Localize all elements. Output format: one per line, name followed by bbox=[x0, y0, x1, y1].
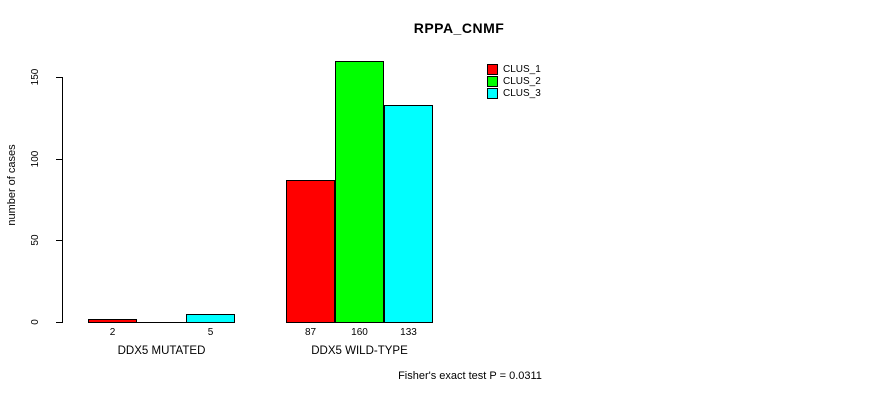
bar-clus_1 bbox=[88, 319, 137, 323]
y-tick-mark bbox=[56, 159, 63, 160]
legend-item: CLUS_2 bbox=[487, 75, 541, 87]
legend: CLUS_1 CLUS_2 CLUS_3 bbox=[487, 63, 541, 99]
y-axis-line bbox=[62, 77, 63, 323]
bar-clus_3 bbox=[186, 314, 235, 323]
bar-value-label: 87 bbox=[304, 327, 317, 338]
y-tick-label: 0 bbox=[30, 319, 41, 325]
legend-item: CLUS_3 bbox=[487, 87, 541, 99]
bar-value-label: 2 bbox=[109, 327, 116, 338]
bar-value-label: 133 bbox=[400, 327, 417, 338]
bar-clus_2 bbox=[335, 61, 384, 323]
legend-label: CLUS_2 bbox=[503, 75, 541, 87]
y-tick-label: 50 bbox=[30, 234, 41, 246]
annotation-text: Fisher's exact test P = 0.0311 bbox=[398, 370, 542, 382]
legend-label: CLUS_1 bbox=[503, 63, 541, 75]
y-tick-mark bbox=[56, 322, 63, 323]
legend-swatch-icon bbox=[487, 87, 498, 99]
bar-value-label: 5 bbox=[207, 327, 214, 338]
legend-item: CLUS_1 bbox=[487, 63, 541, 75]
x-category-label: DDX5 WILD-TYPE bbox=[311, 345, 408, 357]
y-tick-label: 150 bbox=[30, 68, 41, 86]
x-category-label: DDX5 MUTATED bbox=[117, 345, 206, 357]
bar-value-label: 160 bbox=[351, 327, 368, 338]
legend-label: CLUS_3 bbox=[503, 87, 541, 99]
bar-clus_2 bbox=[137, 322, 186, 323]
y-axis-label: number of cases bbox=[6, 144, 18, 226]
chart-title: RPPA_CNMF bbox=[413, 20, 505, 36]
y-tick-label: 100 bbox=[30, 150, 41, 168]
y-tick-mark bbox=[56, 77, 63, 78]
legend-swatch-icon bbox=[487, 75, 498, 87]
bar-clus_3 bbox=[384, 105, 433, 323]
legend-swatch-icon bbox=[487, 63, 498, 75]
bar-clus_1 bbox=[286, 180, 335, 323]
y-tick-mark bbox=[56, 240, 63, 241]
